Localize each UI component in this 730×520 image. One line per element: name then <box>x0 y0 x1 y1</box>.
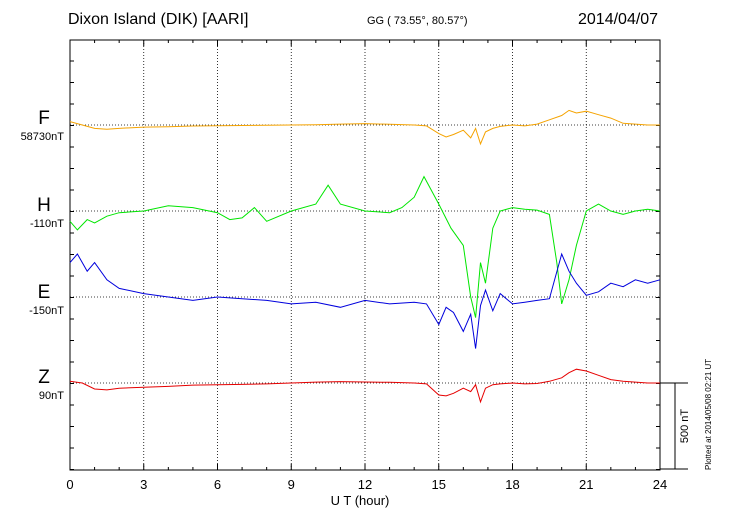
geographic-coordinates: GG ( 73.55°, 80.57°) <box>367 15 468 27</box>
plot-date: 2014/04/07 <box>578 11 659 28</box>
series-label-f: F <box>38 108 50 129</box>
scale-bar-label: 500 nT <box>679 409 691 444</box>
series-label-h: H <box>37 195 51 216</box>
x-tick-label: 24 <box>653 477 667 492</box>
x-tick-label: 18 <box>505 477 519 492</box>
series-line-z <box>69 368 660 404</box>
x-tick-label: 6 <box>214 477 221 492</box>
x-tick-label: 0 <box>66 477 73 492</box>
baseline-label-z: 90nT <box>38 390 64 402</box>
series-line-e <box>69 252 661 349</box>
plot-frame <box>69 39 661 471</box>
x-tick-label: 12 <box>358 477 372 492</box>
series-label-z: Z <box>38 367 50 388</box>
x-tick-label: 15 <box>432 477 446 492</box>
x-tick-label: 3 <box>140 477 147 492</box>
baseline-label-h: -110nT <box>29 218 64 230</box>
series-label-e: E <box>37 282 51 303</box>
baseline-label-f: 58730nT <box>20 131 64 143</box>
x-tick-label: 9 <box>288 477 295 492</box>
baseline-label-e: -150nT <box>29 305 64 317</box>
x-axis-label: U T (hour) <box>331 493 390 508</box>
station-title: Dixon Island (DIK) [AARI] <box>68 11 249 28</box>
series-line-f <box>69 109 660 146</box>
x-tick-label: 21 <box>579 477 593 492</box>
